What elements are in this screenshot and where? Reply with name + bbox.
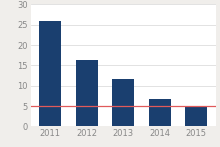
Bar <box>39 21 61 126</box>
Bar <box>76 60 98 126</box>
Bar <box>149 99 171 126</box>
Bar <box>185 106 207 126</box>
Bar <box>112 79 134 126</box>
